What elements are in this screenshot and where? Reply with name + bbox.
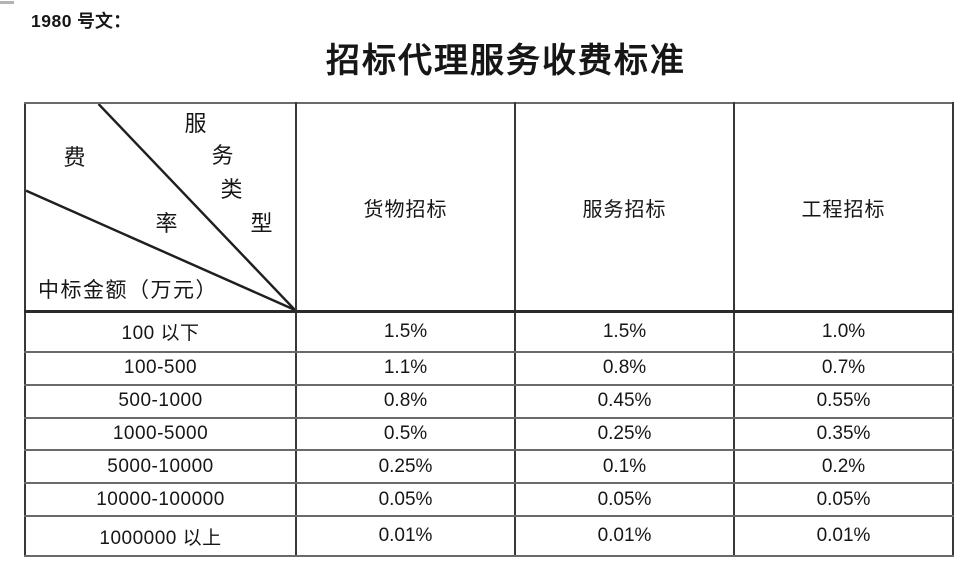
rate-cell: 0.05% (295, 482, 516, 518)
diagonal-line-upper (97, 104, 294, 309)
rate-cell: 0.8% (514, 350, 735, 386)
amount-range-cell: 100-500 (24, 350, 297, 386)
rate-cell: 0.5% (295, 416, 516, 452)
rate-cell: 0.1% (514, 449, 735, 485)
table-header-row: 服 务 类 型 费 率 中标金额（万元） 货物招标 服务招标 工程招标 (24, 102, 954, 313)
table-row: 1000-5000 0.5% 0.25% 0.35% (24, 416, 954, 452)
table-row: 100-500 1.1% 0.8% 0.7% (24, 350, 954, 386)
corner-label-service-type-char: 务 (211, 143, 235, 168)
diagonal-divider-lines (27, 104, 294, 309)
diagonal-line-lower (27, 189, 294, 309)
table-row: 10000-100000 0.05% 0.05% 0.05% (24, 482, 954, 518)
rate-cell: 0.01% (733, 515, 954, 557)
column-header-engineering: 工程招标 (733, 102, 954, 313)
rate-cell: 0.05% (733, 482, 954, 518)
doc-number: 1980 号文： (31, 11, 132, 31)
table-row: 1000000 以上 0.01% 0.01% 0.01% (24, 515, 954, 557)
corner-label-rate-char: 率 (155, 211, 179, 236)
rate-cell: 1.5% (295, 310, 516, 353)
table-row: 5000-10000 0.25% 0.1% 0.2% (24, 449, 954, 485)
amount-range-cell: 1000000 以上 (24, 515, 297, 557)
rate-cell: 1.5% (514, 310, 735, 353)
corner-header-cell: 服 务 类 型 费 率 中标金额（万元） (24, 102, 297, 313)
page-title: 招标代理服务收费标准 (326, 43, 686, 80)
rate-cell: 0.01% (295, 515, 516, 557)
corner-label-service-type-char: 型 (250, 211, 274, 236)
corner-label-bid-amount: 中标金额（万元） (38, 278, 218, 302)
corner-label-service-type-char: 类 (220, 177, 244, 202)
rate-cell: 0.7% (733, 350, 954, 386)
rate-cell: 0.55% (733, 383, 954, 419)
rate-cell: 0.8% (295, 383, 516, 419)
amount-range-cell: 10000-100000 (24, 482, 297, 518)
column-header-goods: 货物招标 (295, 102, 516, 313)
rate-cell: 1.1% (295, 350, 516, 386)
fee-table: 服 务 类 型 费 率 中标金额（万元） 货物招标 服务招标 工程招标 100 … (24, 102, 954, 557)
corner-label-service-type-char: 服 (184, 111, 208, 136)
rate-cell: 0.25% (514, 416, 735, 452)
rate-cell: 0.2% (733, 449, 954, 485)
column-header-services: 服务招标 (514, 102, 735, 313)
rate-cell: 0.45% (514, 383, 735, 419)
amount-range-cell: 100 以下 (24, 310, 297, 353)
rate-cell: 0.01% (514, 515, 735, 557)
corner-label-rate-char: 费 (63, 145, 87, 170)
table-row: 100 以下 1.5% 1.5% 1.0% (24, 310, 954, 353)
rate-cell: 0.35% (733, 416, 954, 452)
table-row: 500-1000 0.8% 0.45% 0.55% (24, 383, 954, 419)
amount-range-cell: 1000-5000 (24, 416, 297, 452)
amount-range-cell: 5000-10000 (24, 449, 297, 485)
scan-artifact-mark (0, 1, 14, 4)
rate-cell: 1.0% (733, 310, 954, 353)
rate-cell: 0.05% (514, 482, 735, 518)
amount-range-cell: 500-1000 (24, 383, 297, 419)
rate-cell: 0.25% (295, 449, 516, 485)
